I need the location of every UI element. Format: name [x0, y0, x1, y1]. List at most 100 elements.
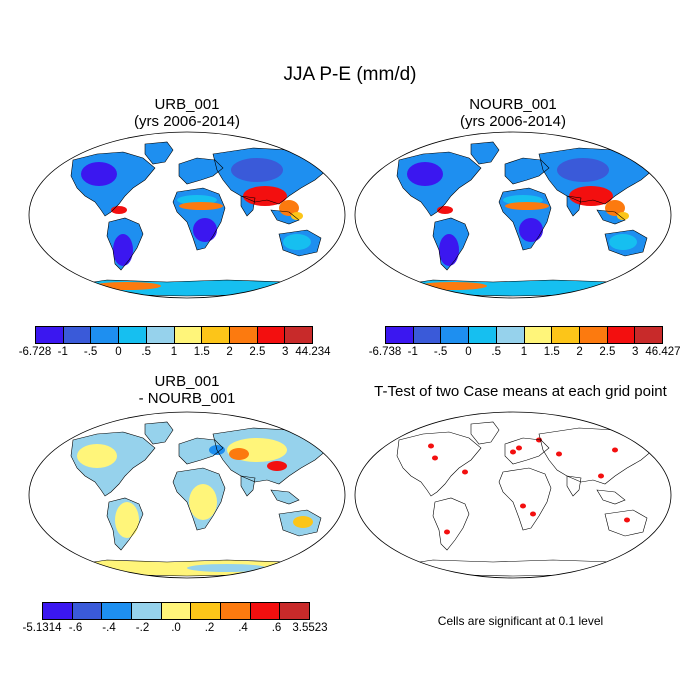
- colorbar-swatch: [280, 603, 310, 619]
- diff-patch: [77, 444, 117, 468]
- coastline-greenland: [470, 421, 500, 445]
- panel-title-nourb: NOURB_001 (yrs 2006-2014): [353, 96, 673, 130]
- coastline-samerica: [432, 217, 470, 271]
- colorbar-tick-label: -1: [407, 346, 418, 358]
- coastline-greenland: [144, 421, 174, 445]
- colorbar-swatch: [229, 327, 258, 343]
- colorbar-swatch: [386, 327, 414, 343]
- colorbar-swatch: [102, 603, 133, 619]
- map-ttest: [353, 410, 673, 580]
- colorbar-tick-label: -.5: [83, 346, 98, 358]
- colorbar-tick-label: 2.5: [249, 346, 266, 358]
- dry-patch: [557, 158, 609, 182]
- colorbar-tick-label: 2.5: [599, 346, 616, 358]
- land-greenland: [471, 422, 499, 444]
- land-namerica: [71, 152, 155, 216]
- colorbar-tick-label: 0: [465, 346, 472, 358]
- panel-title-diff-line2: - NOURB_001: [138, 390, 236, 407]
- colorbar-swatch: [524, 327, 553, 343]
- colorbar-swatch: [257, 327, 286, 343]
- colorbar-swatch: [91, 327, 120, 343]
- coastline-india: [566, 195, 582, 217]
- coastline-africa: [172, 187, 226, 251]
- colorbar-tick-label: .5: [141, 346, 151, 358]
- coastline-australia: [278, 229, 322, 257]
- colorbar-swatch: [36, 327, 64, 343]
- colorbar-urb: [35, 326, 313, 344]
- australia-patch: [283, 234, 311, 250]
- colorbar-tick-label: 3: [281, 346, 289, 358]
- australia-patch: [609, 234, 637, 250]
- colorbar-tick-label: 1: [520, 346, 528, 358]
- colorbar-tick-label: .2: [204, 622, 215, 634]
- land-india: [567, 476, 581, 496]
- coastline-seasia: [596, 489, 626, 505]
- map-border: [354, 411, 672, 579]
- monsoon-rain: [605, 200, 625, 216]
- colorbar-swatch: [119, 327, 147, 343]
- colorbar-swatch: [579, 327, 608, 343]
- land-namerica: [397, 152, 481, 216]
- colorbar-tick-label: 44.234: [295, 346, 331, 358]
- colorbar-swatch: [250, 603, 281, 619]
- significant-cell: [520, 503, 526, 509]
- colorbar-swatch: [607, 327, 636, 343]
- colorbar-diff-labels: -5.1314 -.6 -.4 -.2 .0 .2 .4 .6 3.5523: [22, 622, 327, 638]
- sahel-rain-band: [179, 202, 223, 210]
- panel-title-urb: URB_001 (yrs 2006-2014): [27, 96, 347, 130]
- land-seasia: [271, 490, 299, 504]
- dry-patch: [113, 234, 133, 266]
- colorbar-tick-label: -5.1314: [22, 622, 62, 634]
- colorbar-swatch: [552, 327, 580, 343]
- colorbar-swatch: [202, 327, 230, 343]
- land-greenland: [145, 422, 173, 444]
- significant-cell: [428, 443, 434, 449]
- dry-patch: [407, 162, 443, 186]
- diff-patch: [189, 484, 217, 520]
- significant-cell: [510, 449, 516, 455]
- coastline-africa: [172, 467, 226, 531]
- coastline-seasia: [270, 489, 300, 505]
- significant-cell: [598, 473, 604, 479]
- figure-title: JJA P-E (mm/d): [283, 64, 417, 85]
- significant-cell: [432, 455, 438, 461]
- diff-patch: [229, 448, 249, 460]
- coastline-europe: [504, 157, 550, 185]
- monsoon-rain: [569, 186, 613, 206]
- colorbar-nourb-labels: -6.738 -1 -.5 0 .5 1 1.5 2 2.5 3 46.427: [369, 346, 681, 362]
- colorbar-swatch: [413, 327, 442, 343]
- colorbar-swatch: [191, 603, 222, 619]
- colorbar-tick-label: 3: [631, 346, 639, 358]
- colorbar-tick-label: .6: [271, 622, 282, 634]
- colorbar-swatch: [63, 327, 92, 343]
- significance-note: Cells are significant at 0.1 level: [437, 614, 604, 628]
- coastline-europe: [178, 157, 224, 185]
- colorbar-tick-label: 1.5: [543, 346, 560, 358]
- land-europe: [179, 438, 223, 464]
- significant-cell: [619, 569, 651, 575]
- significant-cell: [556, 451, 562, 457]
- colorbar-tick-label: -1: [57, 346, 68, 358]
- colorbar-tick-label: -.2: [135, 622, 150, 634]
- coastline-india: [240, 195, 256, 217]
- colorbar-tick-label: -6.738: [368, 346, 402, 358]
- map-border: [354, 131, 672, 299]
- colorbar-swatch: [285, 327, 313, 343]
- antarctic-coast-band: [419, 282, 487, 290]
- monsoon-rain: [243, 186, 287, 206]
- land-namerica: [397, 432, 481, 496]
- map-border: [28, 411, 346, 579]
- land-europe: [505, 158, 549, 184]
- land-greenland: [471, 142, 499, 164]
- colorbar-nourb: [385, 326, 663, 344]
- colorbar-tick-label: -.5: [433, 346, 448, 358]
- panel-title-urb-line1: URB_001: [154, 96, 220, 113]
- coastline-namerica: [70, 151, 156, 217]
- coastline-samerica: [432, 497, 470, 551]
- map-diff: [27, 410, 347, 580]
- land-africa: [499, 468, 551, 530]
- land-asia: [539, 428, 653, 484]
- monsoon-rain: [617, 212, 629, 220]
- land-samerica: [433, 498, 469, 550]
- map-urb: [27, 130, 347, 300]
